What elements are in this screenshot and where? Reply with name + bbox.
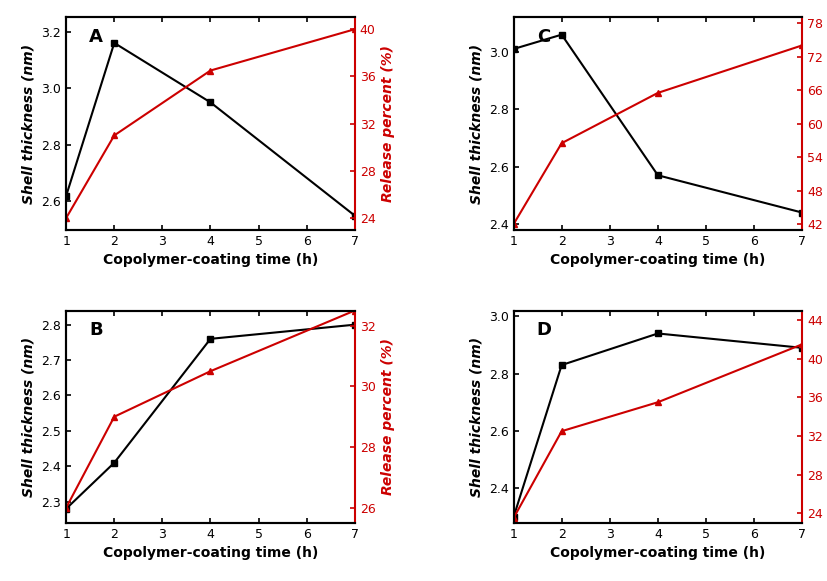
X-axis label: Copolymer-coating time (h): Copolymer-coating time (h): [103, 253, 318, 267]
Y-axis label: Release percent (%): Release percent (%): [381, 45, 395, 202]
X-axis label: Copolymer-coating time (h): Copolymer-coating time (h): [103, 546, 318, 560]
Y-axis label: Shell thickness (nm): Shell thickness (nm): [469, 44, 483, 204]
Y-axis label: Shell thickness (nm): Shell thickness (nm): [469, 336, 483, 497]
Y-axis label: Shell thickness (nm): Shell thickness (nm): [22, 336, 36, 497]
Text: C: C: [537, 28, 550, 46]
X-axis label: Copolymer-coating time (h): Copolymer-coating time (h): [550, 546, 766, 560]
Y-axis label: Release percent (%): Release percent (%): [381, 338, 395, 495]
Text: B: B: [89, 321, 103, 339]
Text: D: D: [537, 321, 552, 339]
X-axis label: Copolymer-coating time (h): Copolymer-coating time (h): [550, 253, 766, 267]
Text: A: A: [89, 28, 103, 46]
Y-axis label: Shell thickness (nm): Shell thickness (nm): [22, 44, 36, 204]
